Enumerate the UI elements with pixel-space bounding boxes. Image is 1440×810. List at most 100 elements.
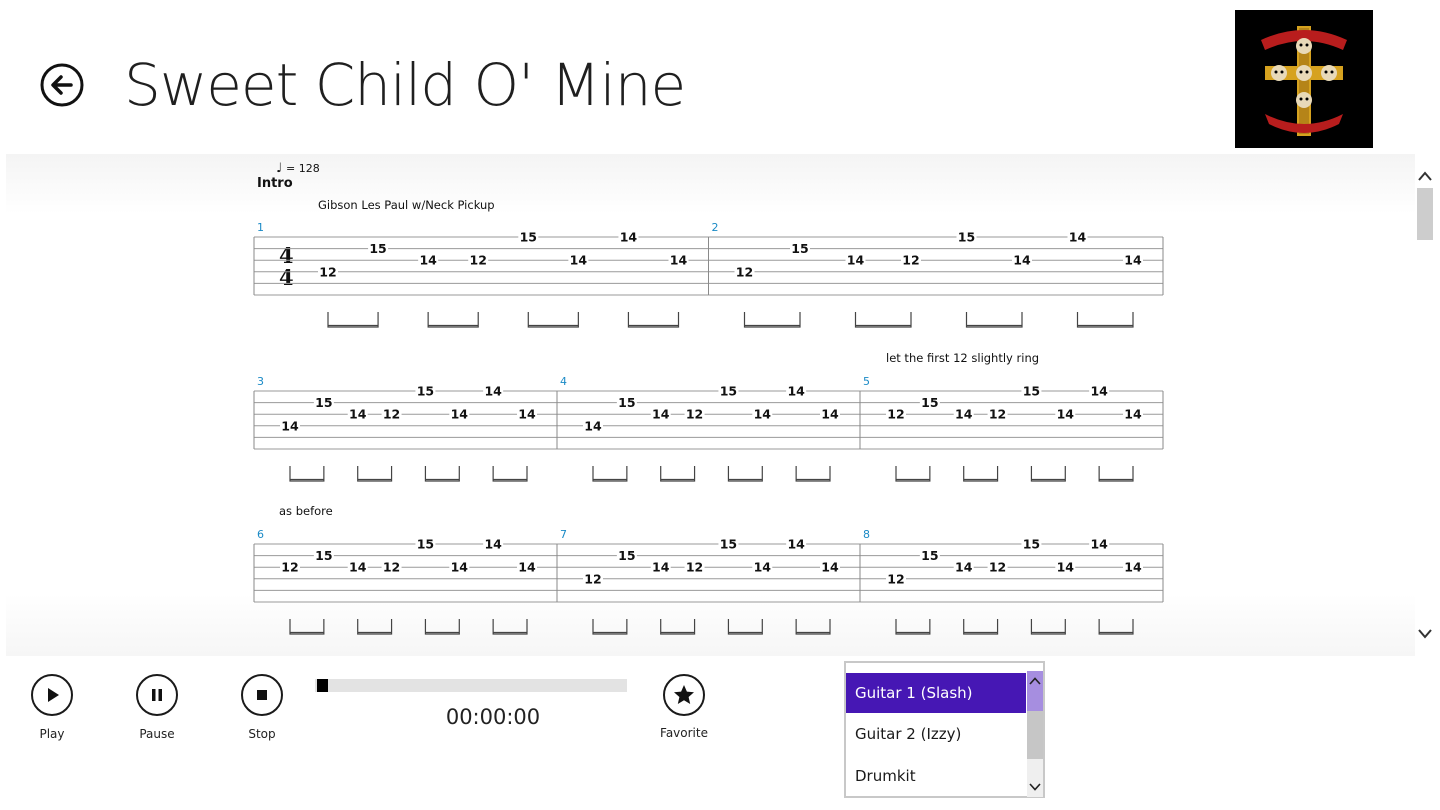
note-background (347, 408, 368, 421)
album-cover-cross-icon (1235, 10, 1373, 148)
note-background (568, 254, 589, 267)
note-background (650, 561, 671, 574)
star-icon (674, 685, 694, 704)
tab-note: 12 (902, 253, 919, 268)
tab-note: 15 (417, 384, 434, 399)
time-signature-top: 4 (279, 243, 294, 268)
tab-note: 14 (518, 407, 536, 422)
tab-note: 14 (349, 560, 367, 575)
measure-number: 1 (257, 221, 264, 234)
tab-note: 12 (686, 560, 703, 575)
measure-number: 2 (712, 221, 719, 234)
rhythm-beam (1030, 466, 1066, 482)
note-background (718, 538, 739, 550)
note-background (1123, 561, 1143, 574)
tab-note: 14 (1090, 384, 1108, 399)
chevron-up-icon (1418, 171, 1432, 181)
progress-slider[interactable] (315, 679, 627, 692)
track-item-guitar-1[interactable]: Guitar 1 (Slash) (846, 673, 1026, 713)
track-list-scroll-down[interactable] (1027, 779, 1043, 795)
scroll-down-button[interactable] (1415, 622, 1435, 646)
note-background (786, 538, 807, 550)
track-list-scroll-up[interactable] (1027, 673, 1043, 689)
ring-note: let the first 12 slightly ring (886, 351, 1039, 365)
note-background (752, 561, 773, 574)
note-background (886, 408, 906, 421)
time-readout: 00:00:00 (445, 705, 541, 729)
rhythm-beam (357, 619, 393, 635)
stop-button[interactable]: Stop (222, 674, 302, 741)
tab-note: 15 (618, 395, 635, 410)
rhythm-beam (492, 619, 528, 635)
note-background (886, 572, 906, 585)
progress-handle[interactable] (317, 679, 328, 692)
note-background (381, 561, 402, 574)
track-item-guitar-2[interactable]: Guitar 2 (Izzy) (855, 725, 962, 743)
track-item-drumkit[interactable]: Drumkit (855, 767, 916, 785)
tab-note: 12 (470, 253, 487, 268)
track-list-scroll-thumb-top (1027, 671, 1043, 711)
note-background (517, 408, 537, 421)
back-button[interactable] (40, 63, 84, 107)
tab-note: 14 (1013, 253, 1031, 268)
rhythm-beam (1030, 619, 1066, 635)
note-background (280, 419, 300, 432)
measure-number: 5 (863, 375, 870, 388)
track-list[interactable]: Guitar 1 (Slash) Guitar 2 (Izzy) Drumkit (844, 661, 1045, 798)
rhythm-beam (327, 312, 379, 328)
track-list-scrollbar[interactable] (1027, 671, 1043, 797)
tab-note: 14 (1057, 560, 1075, 575)
tab-note: 14 (1057, 407, 1075, 422)
rhythm-beam (289, 466, 325, 482)
note-background (684, 561, 705, 574)
tablature-view[interactable]: ♩ = 128 Intro Gibson Les Paul w/Neck Pic… (6, 154, 1415, 656)
rhythm-beam (963, 619, 999, 635)
tab-note: 15 (958, 230, 975, 245)
tab-note: 12 (281, 560, 298, 575)
rhythm-beam (289, 619, 325, 635)
play-button[interactable]: Play (12, 674, 92, 741)
tab-note: 14 (1124, 560, 1142, 575)
tablature-scrollbar[interactable] (1415, 154, 1435, 656)
tab-note: 12 (686, 407, 703, 422)
tab-note: 15 (315, 548, 332, 563)
note-background (1021, 385, 1042, 397)
scroll-thumb[interactable] (1417, 188, 1433, 240)
note-background (468, 254, 489, 267)
rhythm-beam (424, 466, 460, 482)
note-background (583, 572, 603, 585)
note-background (650, 408, 671, 421)
tab-note: 12 (989, 407, 1006, 422)
tab-note: 15 (921, 395, 938, 410)
measure-number: 7 (560, 528, 567, 541)
note-background (1123, 254, 1143, 267)
note-background (415, 385, 436, 397)
note-background (616, 396, 637, 409)
tab-note: 14 (349, 407, 367, 422)
tab-note: 12 (736, 264, 753, 279)
favorite-button[interactable]: Favorite (644, 674, 724, 740)
rhythm-beam (592, 466, 628, 482)
track-list-scroll-thumb[interactable] (1027, 711, 1043, 759)
note-background (845, 254, 866, 267)
note-background (684, 408, 705, 421)
rhythm-beam (727, 619, 763, 635)
pause-button[interactable]: Pause (117, 674, 197, 741)
note-background (987, 408, 1008, 421)
tab-note: 12 (383, 407, 400, 422)
tab-note: 14 (419, 253, 437, 268)
tempo-note-icon: ♩ (276, 161, 282, 176)
pause-icon (152, 689, 162, 701)
tab-note: 15 (720, 384, 737, 399)
scroll-up-button[interactable] (1415, 164, 1435, 188)
play-icon (48, 688, 59, 702)
note-background (1012, 254, 1032, 267)
chevron-down-icon (1029, 783, 1041, 791)
note-background (280, 561, 300, 574)
measure-number: 3 (257, 375, 264, 388)
note-background (820, 408, 840, 421)
tab-note: 12 (584, 571, 601, 586)
rhythm-beam (965, 312, 1023, 328)
time-signature-bottom: 4 (279, 265, 294, 290)
favorite-label: Favorite (660, 726, 708, 740)
